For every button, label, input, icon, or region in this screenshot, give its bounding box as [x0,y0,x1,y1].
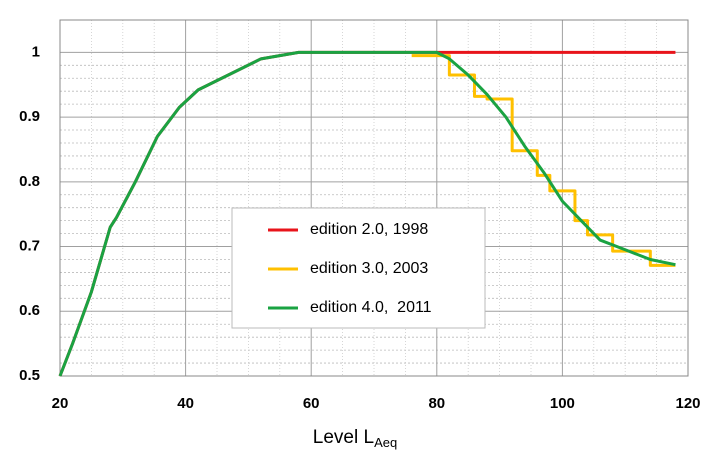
y-tick-label: 1 [32,43,40,60]
legend-label: edition 2.0, 1998 [310,221,428,238]
y-tick-label: 0.8 [19,173,40,190]
x-label-main: Level L [313,427,374,448]
legend-label: edition 4.0, 2011 [310,299,432,316]
y-tick-label: 0.9 [19,108,40,125]
data-line [58,50,676,377]
y-tick-label: 0.7 [19,238,40,255]
x-tick-label: 120 [675,395,700,412]
plot-border [59,19,689,377]
x-tick-label: 80 [428,395,445,412]
legend-label: edition 3.0, 2003 [310,260,428,277]
x-tick-label: 40 [177,395,194,412]
x-axis-label: Level LAeq [313,427,397,450]
y-tick-label: 0.6 [19,302,40,319]
x-tick-label: 20 [52,395,69,412]
x-tick-label: 100 [550,395,575,412]
legend: edition 2.0, 1998 edition 3.0, 2003 editio… [231,207,486,329]
x-label-sub: Aeq [374,435,397,450]
x-tick-label: 60 [303,395,320,412]
data-line [411,54,676,267]
y-tick-label: 0.5 [19,367,40,384]
